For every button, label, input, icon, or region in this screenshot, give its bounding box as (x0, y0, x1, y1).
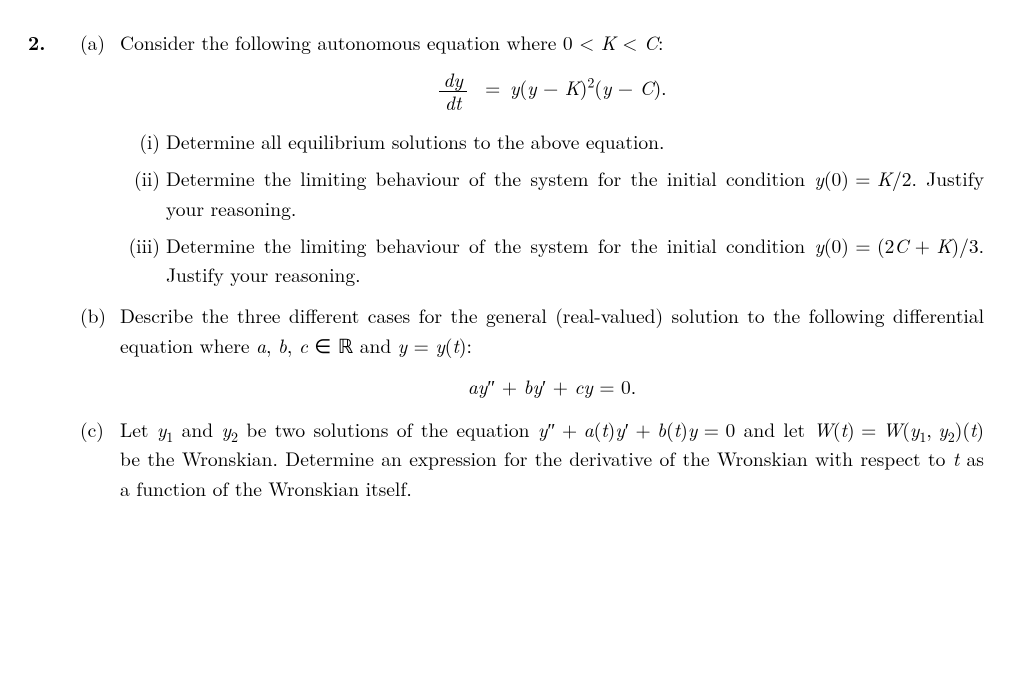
page: 2. (a) Consider the following autonomous… (0, 0, 1024, 541)
subpart-i-text: Determine all equilibrium solutions to t… (166, 127, 664, 155)
part-a-intro-before: Consider the following autonomous equati… (120, 28, 563, 56)
problem-number: 2. (28, 28, 45, 57)
part-c-seg1: Let (120, 415, 157, 443)
part-b-text-after: : (466, 331, 471, 359)
part-a-condition: 0 < K < C (563, 28, 658, 57)
part-b: (b) Describe the three different cases f… (80, 301, 984, 401)
part-c-seg2: and (173, 415, 221, 443)
subpart-iii: (iii) Determine the limiting behaviour o… (120, 231, 984, 290)
part-a-label: (a) (80, 28, 105, 57)
part-b-label: (b) (80, 301, 106, 330)
subpart-iii-ic: y(0) = (2C + K)/3 (814, 231, 978, 260)
part-c-label: (c) (80, 415, 104, 444)
fraction-dy-dt: dy dt (439, 69, 466, 113)
part-a-equation: dy dt = y(y − K)2(y − C). (120, 69, 984, 113)
subpart-ii-label: (ii) (120, 164, 160, 193)
part-b-equation: ay″ + by′ + cy = 0. (120, 372, 984, 401)
part-c-W: W(t) = W(y1, y2)(t) (813, 415, 984, 444)
part-c-y2: y2 (221, 415, 238, 444)
subpart-i: (i) Determine all equilibrium solutions … (120, 127, 984, 156)
problem-content: (a) Consider the following autonomous eq… (80, 28, 984, 503)
part-c-seg5: be the Wronskian. Determine an expressio… (120, 444, 953, 472)
part-a: (a) Consider the following autonomous eq… (80, 28, 984, 289)
part-b-cond1: a, b, c ∈ ℝ (256, 331, 353, 360)
part-a-intro-after: : (658, 28, 663, 56)
subpart-iii-text-before: Determine the limiting behaviour of the … (166, 231, 814, 259)
subpart-iii-label: (iii) (120, 231, 160, 260)
part-b-mid: and (353, 331, 397, 359)
part-c: (c) Let y1 and y2 be two solutions of th… (80, 415, 984, 503)
part-c-ode: y″ + a(t)y′ + b(t)y = 0 (538, 415, 735, 444)
part-b-text-before: Describe the three different cases for t… (120, 301, 984, 358)
part-c-y1: y1 (157, 415, 174, 444)
subpart-ii-text-before: Determine the limiting behaviour of the … (166, 164, 814, 192)
part-c-seg4: and let (735, 415, 813, 443)
part-b-cond2: y = y(t) (398, 331, 467, 360)
subpart-i-label: (i) (120, 127, 160, 156)
part-c-seg3: be two solutions of the equation (238, 415, 538, 443)
subpart-ii-ic: y(0) = K/2 (814, 164, 911, 193)
subpart-ii: (ii) Determine the limiting behaviour of… (120, 164, 984, 223)
